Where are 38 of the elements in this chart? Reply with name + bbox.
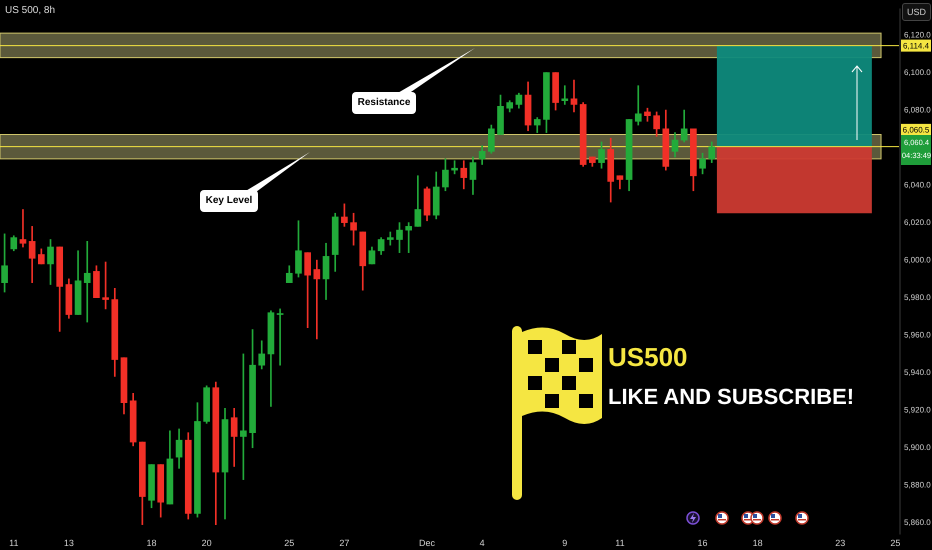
annotation: Resistance [352,92,416,114]
x-tick-label: 16 [698,538,708,548]
text: USD [902,3,932,21]
y-tick-label: 5,920.0 [904,405,932,414]
y-tick-label: 5,880.0 [904,480,932,490]
x-tick-label: 25 [890,538,900,548]
y-tick-label: 6,020.0 [904,218,932,227]
y-tick-label: 6,120.0 [904,30,932,40]
x-tick-label: 18 [146,538,157,548]
ref-line-label: 6,060.5 [902,126,930,135]
annotation: LIKE AND SUBSCRIBE! [608,384,854,410]
candlestick [570,80,578,112]
ref-line-label: 6,114.4 [902,41,930,50]
x-tick-label: 9 [562,538,568,548]
x-tick-label: 11 [615,538,625,548]
y-tick-label: 5,940.0 [904,368,932,377]
x-tick-label: 27 [339,538,350,548]
y-tick-label: 6,040.0 [904,180,932,190]
x-tick-label: Dec [419,538,436,548]
x-tick-label: 4 [480,538,485,548]
y-tick-label: 5,960.0 [904,330,932,340]
x-tick-label: 13 [64,538,74,548]
x-tick-label: 20 [202,538,212,548]
x-tick-label: 18 [752,538,763,548]
y-tick-label: 6,080.0 [904,105,932,114]
x-tick-label: 25 [284,538,294,548]
y-tick-label: 5,860.0 [904,518,932,527]
y-tick-label: 6,000.0 [904,255,932,264]
x-tick-label: 23 [835,538,846,548]
chart-title: US 500, 8h [5,5,56,16]
annotation: Key Level [200,190,258,212]
candlestick [350,212,357,246]
annotation: US500 [608,342,688,373]
x-tick-label: 11 [9,538,18,548]
candlestick [20,209,26,248]
y-tick-label: 5,980.0 [904,292,932,302]
y-tick-label: 6,100.0 [904,68,932,77]
y-tick-label: 5,900.0 [904,442,932,452]
